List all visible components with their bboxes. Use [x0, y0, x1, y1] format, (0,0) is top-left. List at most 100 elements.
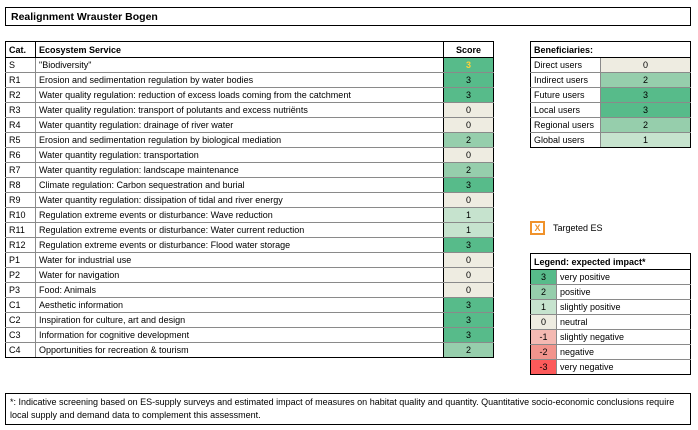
beneficiary-value: 2 [600, 117, 691, 133]
cell-score: 1 [443, 207, 494, 223]
cell-category: P2 [5, 267, 36, 283]
beneficiaries-header-row: Beneficiaries: [530, 41, 691, 58]
cell-service-name: Regulation extreme events or disturbance… [35, 237, 444, 253]
targeted-es-legend: X Targeted ES [530, 221, 603, 235]
cell-score: 0 [443, 117, 494, 133]
table-row: R5 Erosion and sedimentation regulation b… [5, 132, 494, 148]
cell-category: R8 [5, 177, 36, 193]
table-row: C3 Information for cognitive development 3 [5, 327, 494, 343]
cell-service-name: Aesthetic information [35, 297, 444, 313]
cell-service-name: Water quantity regulation: drainage of r… [35, 117, 444, 133]
table-row: R7 Water quantity regulation: landscape m… [5, 162, 494, 178]
cell-service-name: Water for industrial use [35, 252, 444, 268]
legend-row: 2 positive [530, 284, 691, 300]
cell-category: R2 [5, 87, 36, 103]
legend-swatch: 2 [530, 284, 557, 300]
table-row: S "Biodiversity" 3 [5, 57, 494, 73]
beneficiaries-table: Beneficiaries: Direct users 0 Indirect use… [530, 41, 691, 148]
beneficiary-label: Regional users [530, 117, 601, 133]
cell-service-name: Water quality regulation: transport of p… [35, 102, 444, 118]
beneficiary-label: Direct users [530, 57, 601, 73]
cell-service-name: Water quantity regulation: dissipation o… [35, 192, 444, 208]
legend-label: positive [556, 284, 691, 300]
table-row: R11 Regulation extreme events or disturba… [5, 222, 494, 238]
legend-swatch: 1 [530, 299, 557, 315]
cell-service-name: Information for cognitive development [35, 327, 444, 343]
cell-service-name: Inspiration for culture, art and design [35, 312, 444, 328]
legend-row: -2 negative [530, 344, 691, 360]
cell-score: 2 [443, 342, 494, 358]
cell-score: 1 [443, 222, 494, 238]
beneficiary-label: Indirect users [530, 72, 601, 88]
cell-score: 3 [443, 177, 494, 193]
ecosystem-service-rows: S "Biodiversity" 3 R1 Erosion and sedimentat… [5, 57, 494, 358]
legend-rows: 3 very positive 2 positive 1 slightly positiv… [530, 269, 691, 375]
beneficiary-row: Regional users 2 [530, 117, 691, 133]
cell-score: 0 [443, 192, 494, 208]
cell-service-name: Water for navigation [35, 267, 444, 283]
cell-service-name: Regulation extreme events or disturbance… [35, 222, 444, 238]
cell-category: R4 [5, 117, 36, 133]
cell-category: R12 [5, 237, 36, 253]
cell-service-name: Opportunities for recreation & tourism [35, 342, 444, 358]
beneficiary-row: Global users 1 [530, 132, 691, 148]
legend-row: 1 slightly positive [530, 299, 691, 315]
legend-label: negative [556, 344, 691, 360]
footnote-box: *: Indicative screening based on ES-supp… [5, 393, 691, 425]
cell-category: C3 [5, 327, 36, 343]
table-row: R12 Regulation extreme events or disturba… [5, 237, 494, 253]
footnote-text: *: Indicative screening based on ES-supp… [10, 397, 675, 420]
cell-score: 0 [443, 252, 494, 268]
table-row: P3 Food: Animals 0 [5, 282, 494, 298]
header-score: Score [443, 41, 494, 58]
table-row: R8 Climate regulation: Carbon sequestrati… [5, 177, 494, 193]
table-row: C4 Opportunities for recreation & tourism… [5, 342, 494, 358]
impact-legend-table: Legend: expected impact* 3 very positive 2… [530, 253, 691, 375]
cell-score: 2 [443, 132, 494, 148]
targeted-es-label: Targeted ES [553, 223, 603, 233]
page-title: Realignment Wrauster Bogen [11, 10, 158, 23]
cell-category: R11 [5, 222, 36, 238]
cell-category: R10 [5, 207, 36, 223]
cell-category: S [5, 57, 36, 73]
cell-service-name: Food: Animals [35, 282, 444, 298]
cell-category: P3 [5, 282, 36, 298]
legend-label: very positive [556, 269, 691, 285]
cell-score: 3 [443, 72, 494, 88]
cell-category: R7 [5, 162, 36, 178]
beneficiary-label: Global users [530, 132, 601, 148]
table-row: C1 Aesthetic information 3 [5, 297, 494, 313]
table-row: R2 Water quality regulation: reduction of… [5, 87, 494, 103]
legend-swatch: 0 [530, 314, 557, 330]
legend-row: -3 very negative [530, 359, 691, 375]
beneficiary-value: 2 [600, 72, 691, 88]
cell-score: 2 [443, 162, 494, 178]
cell-service-name: Water quality regulation: reduction of e… [35, 87, 444, 103]
legend-label: slightly positive [556, 299, 691, 315]
targeted-es-icon: X [530, 221, 545, 235]
beneficiary-value: 3 [600, 87, 691, 103]
beneficiary-label: Future users [530, 87, 601, 103]
cell-service-name: Erosion and sedimentation regulation by … [35, 132, 444, 148]
cell-category: R6 [5, 147, 36, 163]
cell-category: C4 [5, 342, 36, 358]
table-row: C2 Inspiration for culture, art and desig… [5, 312, 494, 328]
cell-score: 3 [443, 87, 494, 103]
beneficiary-label: Local users [530, 102, 601, 118]
table-row: P1 Water for industrial use 0 [5, 252, 494, 268]
header-category: Cat. [5, 41, 36, 58]
beneficiary-row: Local users 3 [530, 102, 691, 118]
beneficiaries-rows: Direct users 0 Indirect users 2 Future users… [530, 57, 691, 148]
table-row: R10 Regulation extreme events or disturba… [5, 207, 494, 223]
cell-category: R5 [5, 132, 36, 148]
beneficiary-row: Future users 3 [530, 87, 691, 103]
beneficiary-value: 0 [600, 57, 691, 73]
beneficiary-value: 1 [600, 132, 691, 148]
cell-service-name: Water quantity regulation: transportatio… [35, 147, 444, 163]
cell-service-name: Erosion and sedimentation regulation by … [35, 72, 444, 88]
legend-label: very negative [556, 359, 691, 375]
legend-swatch: 3 [530, 269, 557, 285]
table-row: R3 Water quality regulation: transport of… [5, 102, 494, 118]
cell-score: 0 [443, 102, 494, 118]
